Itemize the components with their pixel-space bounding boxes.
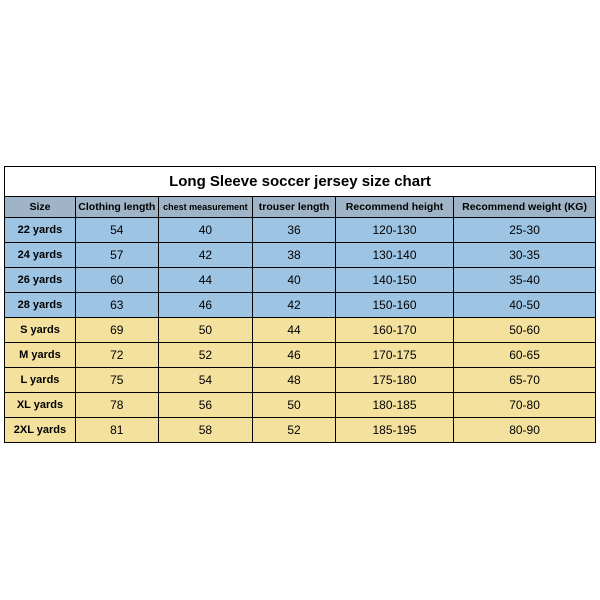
row-cell: 150-160	[335, 293, 453, 318]
table-row: 22 yards544036120-13025-30	[5, 218, 596, 243]
row-cell: 60-65	[454, 343, 596, 368]
table-row: S yards695044160-17050-60	[5, 318, 596, 343]
row-cell: 56	[158, 393, 253, 418]
table-row: 2XL yards815852185-19580-90	[5, 418, 596, 443]
row-label: S yards	[5, 318, 76, 343]
row-label: 2XL yards	[5, 418, 76, 443]
row-cell: 50	[253, 393, 336, 418]
row-cell: 36	[253, 218, 336, 243]
row-cell: 38	[253, 243, 336, 268]
table-row: 26 yards604440140-15035-40	[5, 268, 596, 293]
table-row: M yards725246170-17560-65	[5, 343, 596, 368]
row-cell: 44	[253, 318, 336, 343]
size-chart-table: Long Sleeve soccer jersey size chart Siz…	[4, 166, 596, 443]
row-cell: 130-140	[335, 243, 453, 268]
row-label: 26 yards	[5, 268, 76, 293]
row-cell: 44	[158, 268, 253, 293]
row-cell: 40-50	[454, 293, 596, 318]
row-cell: 160-170	[335, 318, 453, 343]
table-row: 24 yards574238130-14030-35	[5, 243, 596, 268]
table-row: L yards755448175-18065-70	[5, 368, 596, 393]
row-cell: 140-150	[335, 268, 453, 293]
row-cell: 60	[75, 268, 158, 293]
row-cell: 80-90	[454, 418, 596, 443]
col-height: Recommend height	[335, 197, 453, 218]
row-cell: 54	[75, 218, 158, 243]
table-row: XL yards785650180-18570-80	[5, 393, 596, 418]
row-cell: 46	[253, 343, 336, 368]
row-cell: 50	[158, 318, 253, 343]
row-cell: 58	[158, 418, 253, 443]
size-chart-page: Long Sleeve soccer jersey size chart Siz…	[0, 0, 600, 600]
col-chest: chest measurement	[158, 197, 253, 218]
col-weight: Recommend weight (KG)	[454, 197, 596, 218]
row-cell: 42	[158, 243, 253, 268]
row-cell: 63	[75, 293, 158, 318]
row-label: 22 yards	[5, 218, 76, 243]
row-cell: 120-130	[335, 218, 453, 243]
row-cell: 75	[75, 368, 158, 393]
row-cell: 81	[75, 418, 158, 443]
row-label: XL yards	[5, 393, 76, 418]
row-cell: 54	[158, 368, 253, 393]
row-cell: 35-40	[454, 268, 596, 293]
row-label: 28 yards	[5, 293, 76, 318]
row-cell: 42	[253, 293, 336, 318]
row-cell: 30-35	[454, 243, 596, 268]
table-title-row: Long Sleeve soccer jersey size chart	[5, 167, 596, 197]
row-cell: 57	[75, 243, 158, 268]
row-cell: 70-80	[454, 393, 596, 418]
row-label: L yards	[5, 368, 76, 393]
row-cell: 52	[253, 418, 336, 443]
row-cell: 175-180	[335, 368, 453, 393]
col-clothing: Clothing length	[75, 197, 158, 218]
row-cell: 69	[75, 318, 158, 343]
table-row: 28 yards634642150-16040-50	[5, 293, 596, 318]
row-cell: 180-185	[335, 393, 453, 418]
row-cell: 78	[75, 393, 158, 418]
row-cell: 72	[75, 343, 158, 368]
row-cell: 52	[158, 343, 253, 368]
row-cell: 170-175	[335, 343, 453, 368]
table-body: 22 yards544036120-13025-3024 yards574238…	[5, 218, 596, 443]
row-cell: 25-30	[454, 218, 596, 243]
row-cell: 185-195	[335, 418, 453, 443]
table-title: Long Sleeve soccer jersey size chart	[5, 167, 596, 197]
row-cell: 46	[158, 293, 253, 318]
size-chart-container: Long Sleeve soccer jersey size chart Siz…	[4, 166, 596, 443]
row-label: 24 yards	[5, 243, 76, 268]
row-cell: 50-60	[454, 318, 596, 343]
row-cell: 40	[253, 268, 336, 293]
row-cell: 48	[253, 368, 336, 393]
col-size: Size	[5, 197, 76, 218]
col-trouser: trouser length	[253, 197, 336, 218]
row-label: M yards	[5, 343, 76, 368]
row-cell: 65-70	[454, 368, 596, 393]
row-cell: 40	[158, 218, 253, 243]
table-header-row: Size Clothing length chest measurement t…	[5, 197, 596, 218]
